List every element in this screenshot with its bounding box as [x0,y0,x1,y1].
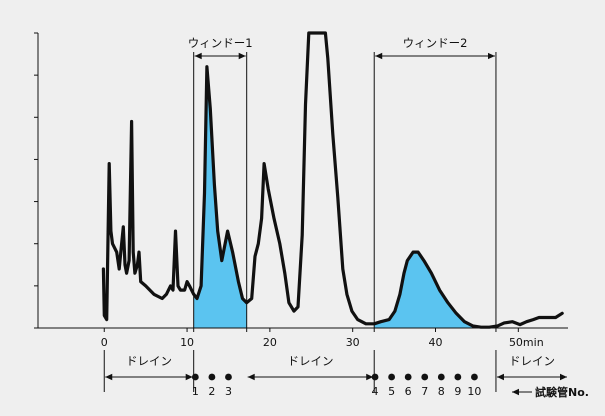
tube-legend-label: 試験管No. [535,385,589,399]
tube-number-2: 2 [208,385,215,398]
tube-number-8: 8 [438,385,445,398]
tube-dot-3 [225,373,232,381]
x-tick-label: 20 [263,336,277,349]
drain-label-2: ドレイン [287,354,333,368]
window-2-label: ウィンドー2 [403,36,468,50]
tube-dot-5 [388,373,396,381]
tube-markers: 1 2 3 4 5 6 7 8 9 10 試験管No. [191,373,589,399]
tube-number-7: 7 [421,385,428,398]
window-1-label: ウィンドー1 [188,36,253,50]
tube-number-5: 5 [388,385,395,398]
drain-label-3: ドレイン [509,354,555,368]
tube-number-3: 3 [225,385,232,398]
tube-dot-8 [437,373,445,381]
drain-annotations: ドレイン ドレイン ドレイン [103,350,567,392]
axes: 0 10 20 30 40 50min [34,32,568,349]
tube-number-1: 1 [192,385,199,398]
x-tick-label: 10 [180,336,194,349]
tube-dot-4 [371,373,379,381]
series-line [101,31,564,329]
window-annotations: ウィンドー1 ウィンドー2 [188,36,497,328]
tube-dot-1 [191,373,199,381]
x-tick-label: 0 [101,336,108,349]
tube-dot-2 [208,373,216,381]
tube-dot-9 [454,373,462,381]
tube-number-10: 10 [467,385,481,398]
x-tick-label: 30 [346,336,360,349]
tube-dot-7 [421,373,429,381]
tube-number-4: 4 [372,385,379,398]
x-tick-label: 40 [429,336,443,349]
tube-dot-6 [404,373,412,381]
drain-label-1: ドレイン [126,354,172,368]
x-tick-label: 50min [509,336,544,349]
tube-dot-10 [471,373,478,381]
tube-number-9: 9 [454,385,461,398]
series-lines [101,31,564,329]
tube-number-6: 6 [405,385,412,398]
